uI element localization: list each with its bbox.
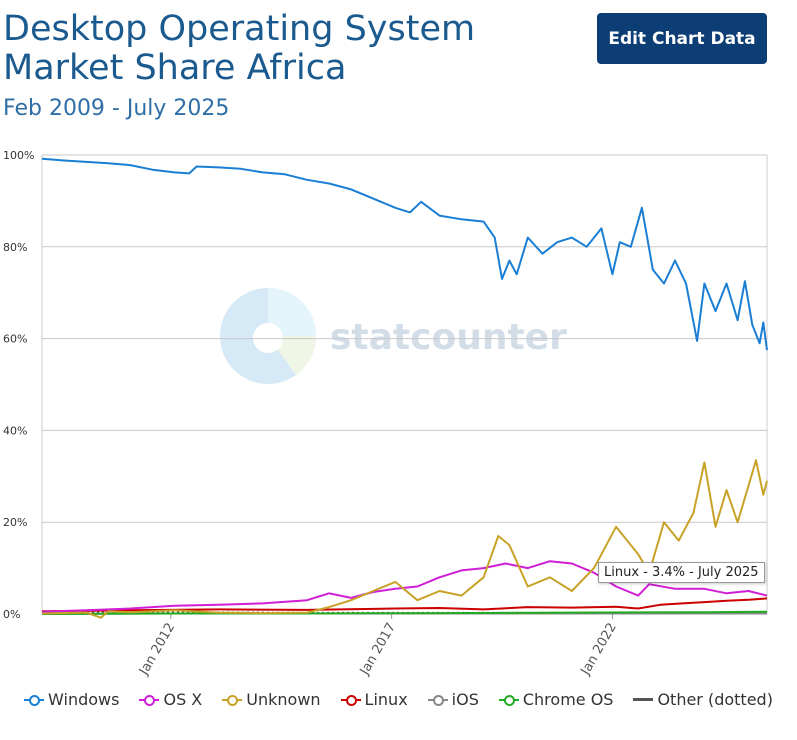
legend-marker-icon bbox=[139, 694, 160, 706]
y-tick-label: 100% bbox=[3, 149, 34, 162]
edit-chart-data-button[interactable]: Edit Chart Data bbox=[597, 13, 767, 64]
series-line-os-x bbox=[41, 560, 768, 613]
y-tick-label: 20% bbox=[3, 516, 27, 529]
legend-marker-icon bbox=[340, 694, 361, 706]
legend-item-ios[interactable]: iOS bbox=[427, 690, 479, 709]
legend-item-unknown[interactable]: Unknown bbox=[222, 690, 321, 709]
watermark-logo-segment bbox=[268, 288, 316, 336]
legend-marker-icon bbox=[427, 694, 448, 706]
x-tick-label: Jan 2012 bbox=[136, 621, 178, 679]
legend-item-windows[interactable]: Windows bbox=[24, 690, 119, 709]
series-line-chrome-os bbox=[41, 610, 768, 615]
watermark-text: statcounter bbox=[330, 317, 567, 358]
legend-label: Linux bbox=[364, 690, 408, 709]
legend-item-linux[interactable]: Linux bbox=[340, 690, 408, 709]
legend-item-chrome-os[interactable]: Chrome OS bbox=[498, 690, 614, 709]
legend-label: Unknown bbox=[246, 690, 321, 709]
y-tick-label: 40% bbox=[3, 424, 27, 437]
legend-label: Other (dotted) bbox=[657, 690, 773, 709]
x-tick-label: Jan 2022 bbox=[578, 621, 620, 679]
page-title: Desktop Operating System Market Share Af… bbox=[3, 9, 476, 88]
chart-tooltip: Linux - 3.4% - July 2025 bbox=[598, 562, 765, 583]
y-tick-label: 0% bbox=[3, 608, 20, 621]
series-line-unknown bbox=[41, 459, 768, 619]
series-line-windows bbox=[41, 157, 768, 351]
page-subtitle: Feb 2009 - July 2025 bbox=[3, 96, 230, 121]
line-chart[interactable]: statcounter 0% 20% 40% 60% 80% 100% Jan 2012 Jan… bbox=[0, 0, 797, 690]
legend-marker-icon bbox=[222, 694, 243, 706]
chart-legend: Windows OS X Unknown Linux iOS Chrome OS Other… bbox=[0, 690, 797, 709]
legend-label: OS X bbox=[163, 690, 203, 709]
legend-label: Windows bbox=[48, 690, 120, 709]
legend-label: iOS bbox=[451, 690, 479, 709]
watermark-logo-hole bbox=[253, 323, 283, 353]
y-tick-label: 80% bbox=[3, 241, 27, 254]
legend-marker-icon bbox=[498, 694, 519, 706]
y-tick-label: 60% bbox=[3, 333, 27, 346]
legend-label: Chrome OS bbox=[522, 690, 614, 709]
legend-marker-icon bbox=[633, 694, 654, 706]
legend-item-os-x[interactable]: OS X bbox=[139, 690, 202, 709]
legend-item-other-dotted[interactable]: Other (dotted) bbox=[633, 690, 773, 709]
legend-marker-icon bbox=[24, 694, 45, 706]
x-tick-label: Jan 2017 bbox=[357, 621, 399, 679]
series-line-linux bbox=[41, 597, 768, 613]
